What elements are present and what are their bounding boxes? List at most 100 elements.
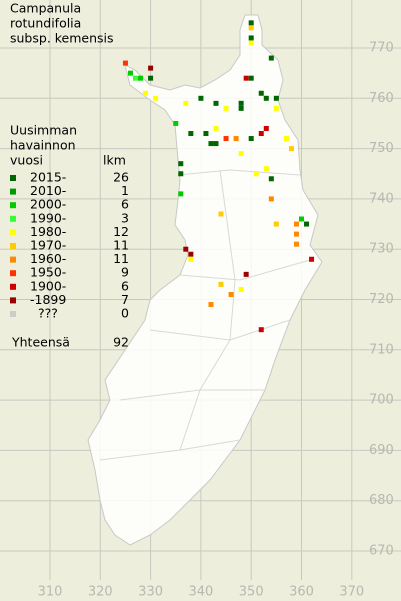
legend-label: -1899	[30, 292, 66, 307]
legend-swatch	[10, 175, 16, 181]
legend-label: 2000-	[30, 197, 66, 212]
observation	[233, 136, 239, 142]
observation	[248, 20, 254, 26]
y-tick-label: 670	[369, 544, 394, 559]
observation	[122, 60, 128, 66]
observation	[223, 136, 229, 142]
legend-heading: Uusimman	[10, 123, 77, 138]
observation	[173, 120, 179, 126]
x-tick-label: 350	[239, 585, 264, 600]
observation	[273, 105, 279, 111]
observation	[248, 75, 254, 81]
legend-label: 1980-	[30, 224, 66, 239]
observation	[183, 100, 189, 106]
observation	[293, 231, 299, 237]
legend-label: 2015-	[30, 170, 66, 185]
observation	[309, 256, 315, 262]
observation	[258, 131, 264, 137]
observation	[293, 241, 299, 247]
observation	[248, 136, 254, 142]
legend-total: 92	[113, 335, 129, 350]
legend-label: 1960-	[30, 251, 66, 266]
observation	[178, 191, 184, 197]
legend: Campanula rotundifolia subsp. kemensis U…	[10, 1, 129, 350]
observation	[218, 211, 224, 217]
legend-heading: havainnon	[10, 138, 76, 153]
observation	[188, 131, 194, 137]
observation	[268, 196, 274, 202]
legend-total-label: Yhteensä	[11, 335, 70, 350]
observation	[213, 125, 219, 131]
observation	[213, 100, 219, 106]
observation	[238, 100, 244, 106]
x-tick-label: 330	[138, 585, 163, 600]
observation	[148, 65, 154, 71]
x-tick-label: 360	[289, 585, 314, 600]
y-tick-label: 760	[369, 91, 394, 106]
legend-count: 3	[121, 210, 129, 225]
observation	[143, 90, 149, 96]
title-line: rotundifolia	[10, 16, 81, 31]
observation	[293, 221, 299, 227]
y-tick-label: 720	[369, 292, 394, 307]
observation	[304, 221, 310, 227]
legend-swatch	[10, 270, 16, 277]
observation	[228, 291, 234, 297]
legend-count: 11	[113, 238, 129, 253]
observation	[213, 141, 219, 147]
observation	[183, 246, 189, 252]
legend-label: ???	[38, 306, 58, 321]
observation	[243, 75, 249, 81]
observation	[263, 125, 269, 131]
observation	[268, 176, 274, 182]
legend-count: 11	[113, 251, 129, 266]
observation	[138, 75, 144, 81]
observation	[238, 151, 244, 157]
legend-count: 0	[121, 306, 129, 321]
observation	[203, 131, 209, 137]
x-tick-label: 340	[188, 585, 213, 600]
legend-swatch	[10, 243, 16, 249]
legend-label: 1900-	[30, 278, 66, 293]
legend-swatch	[10, 311, 16, 317]
legend-count: 1	[121, 183, 129, 198]
title-line: Campanula	[10, 1, 81, 16]
observation	[218, 281, 224, 287]
observation	[258, 90, 264, 96]
x-tick-label: 310	[38, 585, 63, 600]
legend-swatch	[10, 188, 16, 195]
legend-swatch	[10, 229, 16, 236]
country-outline	[87, 14, 323, 546]
y-tick-label: 750	[369, 141, 394, 156]
observation	[198, 95, 204, 101]
legend-swatch	[10, 283, 16, 290]
legend-label: 1970-	[30, 238, 66, 253]
observation	[268, 55, 274, 61]
y-tick-label: 730	[369, 242, 394, 257]
observation	[238, 286, 244, 292]
observation	[273, 95, 279, 101]
y-tick-label: 700	[369, 393, 394, 408]
legend-count: 12	[113, 224, 129, 239]
observation	[223, 105, 229, 111]
legend-label: 1950-	[30, 265, 66, 280]
legend-count: 6	[121, 278, 129, 293]
y-tick-label: 710	[369, 342, 394, 357]
observation	[248, 25, 254, 31]
y-tick-label: 740	[369, 191, 394, 206]
x-tick-label: 370	[339, 585, 364, 600]
y-tick-label: 680	[369, 493, 394, 508]
observation	[133, 75, 139, 81]
legend-label: 1990-	[30, 210, 66, 225]
observation	[299, 216, 304, 222]
observation	[178, 171, 184, 177]
legend-swatch	[10, 256, 16, 263]
observation	[253, 171, 259, 177]
x-tick-label: 320	[88, 585, 113, 600]
title-line: subsp. kemensis	[10, 31, 114, 46]
observations	[122, 20, 315, 333]
observation	[288, 146, 294, 152]
observation	[243, 271, 249, 277]
observation	[273, 221, 279, 227]
